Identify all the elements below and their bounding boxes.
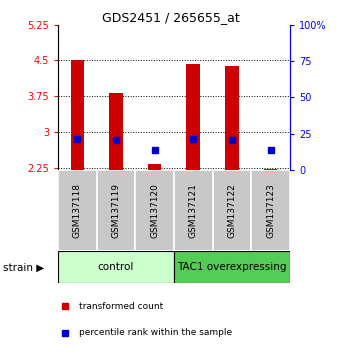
Bar bbox=[135, 170, 174, 251]
Text: TAC1 overexpressing: TAC1 overexpressing bbox=[177, 262, 287, 272]
Text: GSM137122: GSM137122 bbox=[227, 183, 236, 238]
Bar bbox=[174, 170, 212, 251]
Text: GSM137121: GSM137121 bbox=[189, 183, 198, 238]
Bar bbox=[251, 170, 290, 251]
Text: GSM137120: GSM137120 bbox=[150, 183, 159, 238]
Bar bbox=[58, 170, 97, 251]
Text: percentile rank within the sample: percentile rank within the sample bbox=[79, 328, 232, 337]
Bar bbox=[109, 93, 123, 170]
Text: strain ▶: strain ▶ bbox=[3, 262, 45, 272]
Bar bbox=[58, 251, 174, 283]
Bar bbox=[174, 251, 290, 283]
Bar bbox=[71, 59, 84, 170]
Bar bbox=[212, 170, 251, 251]
Text: control: control bbox=[98, 262, 134, 272]
Text: GDS2451 / 265655_at: GDS2451 / 265655_at bbox=[102, 11, 239, 24]
Bar bbox=[97, 170, 135, 251]
Bar bbox=[225, 66, 239, 170]
Bar bbox=[187, 64, 200, 170]
Text: transformed count: transformed count bbox=[79, 302, 163, 311]
Text: GSM137123: GSM137123 bbox=[266, 183, 275, 238]
Bar bbox=[148, 164, 161, 170]
Bar bbox=[264, 169, 277, 170]
Text: GSM137119: GSM137119 bbox=[112, 183, 120, 238]
Text: GSM137118: GSM137118 bbox=[73, 183, 82, 238]
